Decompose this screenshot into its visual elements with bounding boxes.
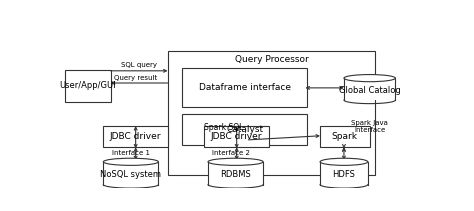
Text: Spark SQL: Spark SQL	[204, 123, 244, 132]
Text: Spark: Spark	[332, 132, 358, 141]
FancyBboxPatch shape	[103, 126, 168, 147]
Text: JDBC driver: JDBC driver	[109, 132, 161, 141]
FancyBboxPatch shape	[168, 51, 375, 175]
Text: RDBMS: RDBMS	[220, 170, 251, 179]
FancyBboxPatch shape	[320, 126, 370, 147]
Text: User/App/GUI: User/App/GUI	[59, 81, 116, 90]
FancyBboxPatch shape	[103, 162, 158, 185]
Text: Interface 2: Interface 2	[212, 150, 250, 156]
Text: JDBC driver: JDBC driver	[211, 132, 262, 141]
Ellipse shape	[208, 158, 263, 165]
Ellipse shape	[320, 158, 368, 165]
FancyBboxPatch shape	[344, 78, 395, 100]
FancyBboxPatch shape	[182, 68, 307, 107]
Text: Dataframe interface: Dataframe interface	[199, 83, 291, 92]
Ellipse shape	[344, 74, 395, 82]
FancyBboxPatch shape	[208, 162, 263, 185]
Text: Interface 1: Interface 1	[112, 150, 150, 156]
Text: SQL query: SQL query	[121, 62, 157, 68]
Ellipse shape	[103, 158, 158, 165]
Text: Catalyst: Catalyst	[226, 125, 264, 134]
Text: Spark Java
interface: Spark Java interface	[351, 120, 388, 133]
FancyBboxPatch shape	[204, 126, 269, 147]
Text: Query Processor: Query Processor	[235, 55, 308, 64]
FancyBboxPatch shape	[320, 162, 368, 185]
FancyBboxPatch shape	[182, 114, 307, 145]
Text: Query result: Query result	[114, 75, 157, 81]
Text: Global Catalog: Global Catalog	[339, 86, 401, 95]
FancyBboxPatch shape	[65, 70, 110, 102]
Text: NoSQL system: NoSQL system	[100, 170, 161, 179]
Text: HDFS: HDFS	[332, 170, 356, 179]
